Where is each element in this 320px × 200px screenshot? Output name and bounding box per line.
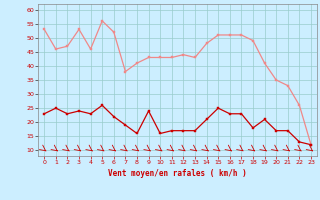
X-axis label: Vent moyen/en rafales ( km/h ): Vent moyen/en rafales ( km/h ) <box>108 169 247 178</box>
